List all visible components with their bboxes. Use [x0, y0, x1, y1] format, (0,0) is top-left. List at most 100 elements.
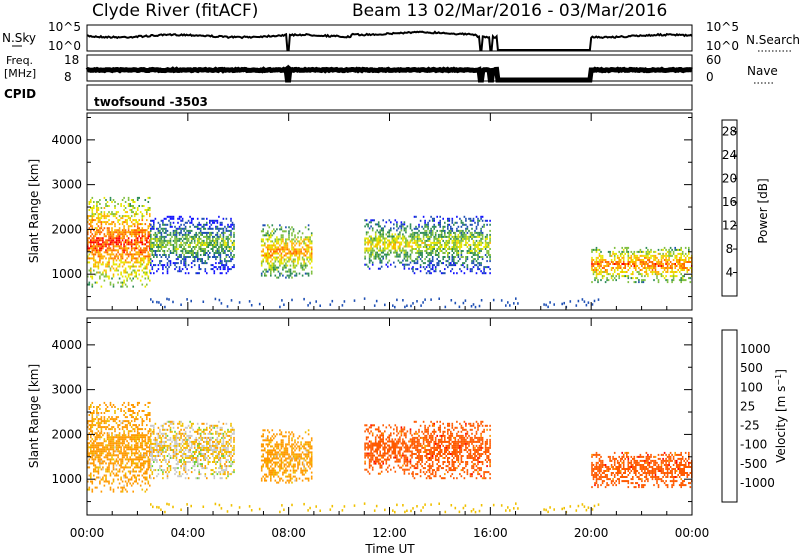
power-echo-cell: [662, 249, 664, 251]
power-echo-cell: [444, 248, 446, 250]
power-echo-cell: [138, 261, 140, 263]
velocity-echo-cell: [168, 445, 170, 447]
power-echo-cell: [105, 215, 107, 217]
power-echo-cell: [101, 227, 103, 229]
power-echo-cell: [655, 271, 657, 273]
velocity-echo-cell: [128, 448, 130, 450]
power-echo-cell: [288, 257, 290, 259]
velocity-echo-cell: [128, 404, 130, 406]
power-echo-cell: [477, 246, 479, 248]
velocity-echo-cell: [108, 452, 110, 454]
velocity-echo-cell: [89, 420, 91, 422]
power-echo-cell: [142, 205, 144, 207]
power-echo-cell: [594, 249, 596, 251]
power-echo-cell: [420, 264, 422, 266]
power-echo-cell: [96, 237, 98, 239]
power-echo-cell: [92, 237, 94, 239]
velocity-echo-cell: [93, 444, 95, 446]
power-echo-cell: [281, 238, 283, 240]
power-echo-cell: [264, 255, 266, 257]
power-echo-cell: [470, 248, 472, 250]
power-echo-cell: [482, 236, 484, 238]
power-echo-cell: [658, 273, 660, 275]
power-echo-cell: [122, 199, 124, 201]
power-echo-cell: [392, 236, 394, 238]
velocity-echo-cell: [145, 456, 147, 458]
power-echo-cell: [649, 265, 651, 267]
power-echo-cell: [417, 260, 419, 262]
velocity-echo-cell: [138, 440, 140, 442]
power-echo-cell: [626, 263, 628, 265]
power-echo-cell: [182, 234, 184, 236]
power-echo-cell: [612, 279, 614, 281]
power-echo-cell: [461, 238, 463, 240]
power-echo-cell: [656, 271, 658, 273]
power-echo-cell: [145, 255, 147, 257]
power-echo-cell: [420, 266, 422, 268]
power-echo-cell: [143, 257, 145, 259]
power-echo-cell: [305, 265, 307, 267]
power-echo-cell: [128, 203, 130, 205]
power-echo-cell: [424, 258, 426, 260]
power-echo-cell: [389, 231, 391, 233]
power-echo-cell: [424, 220, 426, 222]
velocity-echo-cell: [116, 468, 118, 470]
power-echo-cell: [264, 273, 266, 275]
velocity-echo-cell: [138, 458, 140, 460]
power-echo-cell: [104, 255, 106, 257]
power-echo-cell: [618, 275, 620, 277]
power-echo-cell: [132, 231, 134, 233]
velocity-echo-cell: [129, 410, 131, 412]
velocity-echo-cell: [126, 428, 128, 430]
power-echo-cell: [614, 263, 616, 265]
power-echo-cell: [119, 247, 121, 249]
velocity-echo-cell: [173, 449, 175, 451]
power-echo-cell: [396, 252, 398, 254]
power-echo-cell: [404, 223, 406, 225]
power-echo-cell: [436, 244, 438, 246]
power-echo-cell: [638, 271, 640, 273]
power-echo-cell: [421, 252, 423, 254]
power-echo-cell: [449, 246, 451, 248]
power-echo-cell: [137, 231, 139, 233]
power-echo-cell: [142, 237, 144, 239]
power-echo-cell: [461, 220, 463, 222]
velocity-echo-cell: [113, 479, 115, 481]
power-echo-cell: [426, 240, 428, 242]
power-echo-cell: [200, 248, 202, 250]
velocity-echo-cell: [122, 438, 124, 440]
power-echo-cell: [617, 255, 619, 257]
power-echo-cell: [205, 250, 207, 252]
velocity-echo-cell: [165, 451, 167, 453]
power-echo-cell: [294, 236, 296, 238]
power-echo-cell: [161, 220, 163, 222]
velocity-echo-cell: [176, 445, 178, 447]
power-echo-cell: [104, 251, 106, 253]
power-echo-cell: [665, 279, 667, 281]
velocity-echo-cell: [123, 426, 125, 428]
power-echo-cell: [319, 305, 321, 308]
velocity-echo-cell: [164, 433, 166, 435]
velocity-echo-cell: [92, 458, 94, 460]
power-echo-cell: [93, 235, 95, 237]
power-echo-cell: [680, 257, 682, 259]
power-echo-cell: [110, 249, 112, 251]
power-echo-cell: [426, 256, 428, 258]
velocity-echo-cell: [95, 436, 97, 438]
power-echo-cell: [261, 273, 263, 275]
power-echo-cell: [307, 304, 309, 307]
power-echo-cell: [140, 259, 142, 261]
velocity-echo-cell: [92, 418, 94, 420]
power-echo-cell: [150, 298, 152, 301]
power-echo-cell: [426, 236, 428, 238]
velocity-echo-cell: [116, 418, 118, 420]
power-echo-cell: [612, 273, 614, 275]
power-echo-cell: [104, 235, 106, 237]
power-echo-cell: [393, 236, 395, 238]
velocity-echo-cell: [93, 452, 95, 454]
velocity-echo-cell: [179, 443, 181, 445]
power-echo-cell: [99, 237, 101, 239]
power-echo-cell: [119, 215, 121, 217]
power-echo-cell: [142, 223, 144, 225]
power-echo-cell: [212, 246, 214, 248]
